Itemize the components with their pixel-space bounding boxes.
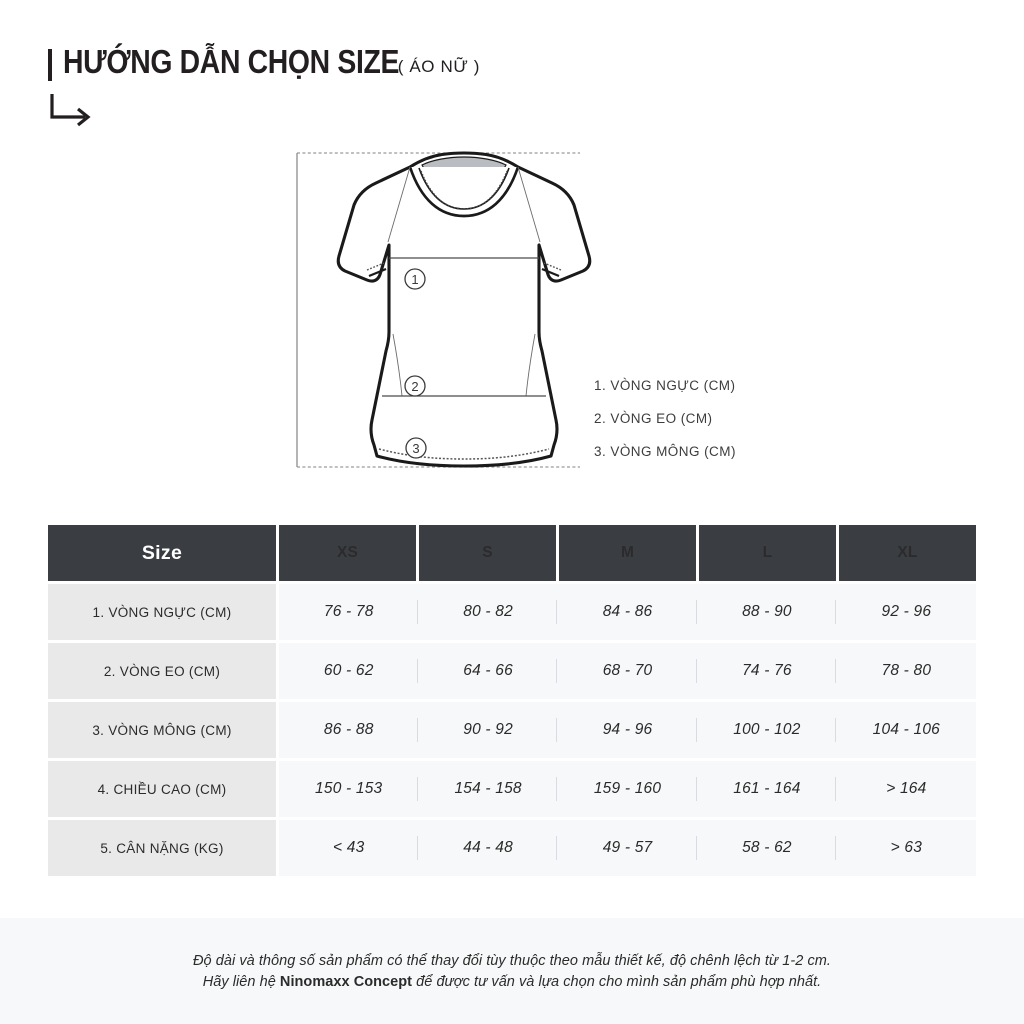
page-title: HƯỚNG DẪN CHỌN SIZE — [63, 43, 400, 80]
row-value: 94 - 96 — [556, 702, 698, 758]
row-label: 5. CÂN NẶNG (KG) — [48, 820, 276, 876]
table-row: 4. CHIỀU CAO (CM) 150 - 153 154 - 158 15… — [48, 761, 977, 817]
marker-1-icon: 1 — [404, 268, 426, 290]
row-value: 60 - 62 — [279, 643, 419, 699]
column-gap — [276, 525, 279, 581]
marker-3-icon: 3 — [405, 437, 427, 459]
page-header: HƯỚNG DẪN CHỌN SIZE ( ÁO NỮ ) — [48, 44, 748, 134]
row-label: 4. CHIỀU CAO (CM) — [48, 761, 276, 817]
row-value: 68 - 70 — [556, 643, 698, 699]
row-value: 92 - 96 — [835, 584, 977, 640]
row-value: < 43 — [279, 820, 419, 876]
corner-down-right-arrow-icon — [50, 94, 91, 127]
header-cell-s: S — [419, 525, 556, 581]
legend-item-chest: 1. VÒNG NGỰC (CM) — [594, 378, 736, 393]
row-value: 58 - 62 — [695, 820, 837, 876]
row-label: 1. VÒNG NGỰC (CM) — [48, 584, 276, 640]
column-gap — [276, 643, 279, 699]
title-accent-bar — [48, 49, 52, 81]
tshirt-outline — [336, 151, 592, 468]
column-gap — [276, 820, 279, 876]
table-row: 2. VÒNG EO (CM) 60 - 62 64 - 66 68 - 70 … — [48, 643, 977, 699]
column-gap — [276, 584, 279, 640]
row-value: 80 - 82 — [416, 584, 558, 640]
row-value: 44 - 48 — [416, 820, 558, 876]
brand-name: Ninomaxx Concept — [279, 973, 413, 990]
footer-line-1: Độ dài và thông số sản phẩm có thể thay … — [193, 952, 831, 969]
row-value: > 63 — [835, 820, 977, 876]
row-label: 3. VÒNG MÔNG (CM) — [48, 702, 276, 758]
legend-item-waist: 2. VÒNG EO (CM) — [594, 411, 713, 426]
row-value: 78 - 80 — [835, 643, 977, 699]
svg-text:1: 1 — [411, 272, 418, 287]
page-subtitle: ( ÁO NỮ ) — [397, 57, 481, 76]
footer-note: Độ dài và thông số sản phẩm có thể thay … — [0, 918, 1024, 1024]
footer-prefix: Hãy liên hệ — [202, 973, 280, 990]
header-cell-m: M — [559, 525, 696, 581]
row-value: 84 - 86 — [556, 584, 698, 640]
height-bracket-icon — [296, 152, 580, 468]
title-row: HƯỚNG DẪN CHỌN SIZE ( ÁO NỮ ) — [48, 44, 748, 88]
header-cell-xs: XS — [279, 525, 416, 581]
measurement-lines — [382, 257, 546, 397]
column-gap — [836, 525, 839, 581]
row-value: 100 - 102 — [695, 702, 837, 758]
row-value: 90 - 92 — [416, 702, 558, 758]
column-gap — [276, 761, 279, 817]
table-row: 1. VÒNG NGỰC (CM) 76 - 78 80 - 82 84 - 8… — [48, 584, 977, 640]
table-row: 3. VÒNG MÔNG (CM) 86 - 88 90 - 92 94 - 9… — [48, 702, 977, 758]
row-value: 88 - 90 — [695, 584, 837, 640]
header-cell-l: L — [699, 525, 836, 581]
row-value: 86 - 88 — [279, 702, 419, 758]
column-gap — [556, 525, 559, 581]
legend-item-hip: 3. VÒNG MÔNG (CM) — [594, 444, 736, 459]
footer-line-2: Hãy liên hệ Ninomaxx Concept để được tư … — [203, 974, 822, 990]
row-value: 104 - 106 — [835, 702, 977, 758]
row-value: 150 - 153 — [279, 761, 419, 817]
row-label: 2. VÒNG EO (CM) — [48, 643, 276, 699]
footer-suffix: để được tư vấn và lựa chọn cho mình sản … — [412, 973, 822, 990]
row-value: 161 - 164 — [695, 761, 837, 817]
column-gap — [696, 525, 699, 581]
column-gap — [416, 525, 419, 581]
row-value: 74 - 76 — [695, 643, 837, 699]
row-value: 64 - 66 — [416, 643, 558, 699]
measurement-legend: 1. VÒNG NGỰC (CM) 2. VÒNG EO (CM) 3. VÒN… — [594, 378, 824, 477]
row-value: 76 - 78 — [279, 584, 419, 640]
svg-text:2: 2 — [411, 379, 418, 394]
column-gap — [276, 702, 279, 758]
header-cell-xl: XL — [839, 525, 976, 581]
marker-2-icon: 2 — [404, 375, 426, 397]
table-header-row: Size XS S M L XL — [48, 525, 976, 581]
row-value: > 164 — [835, 761, 977, 817]
size-chart-table: Size XS S M L XL 1. VÒNG NGỰC (CM) 76 - … — [48, 525, 977, 879]
tshirt-diagram: 1 2 3 — [296, 151, 592, 468]
svg-text:3: 3 — [412, 441, 419, 456]
row-value: 49 - 57 — [556, 820, 698, 876]
row-value: 159 - 160 — [556, 761, 698, 817]
header-cell-size: Size — [48, 525, 276, 581]
row-value: 154 - 158 — [416, 761, 558, 817]
table-row: 5. CÂN NẶNG (KG) < 43 44 - 48 49 - 57 58… — [48, 820, 977, 876]
